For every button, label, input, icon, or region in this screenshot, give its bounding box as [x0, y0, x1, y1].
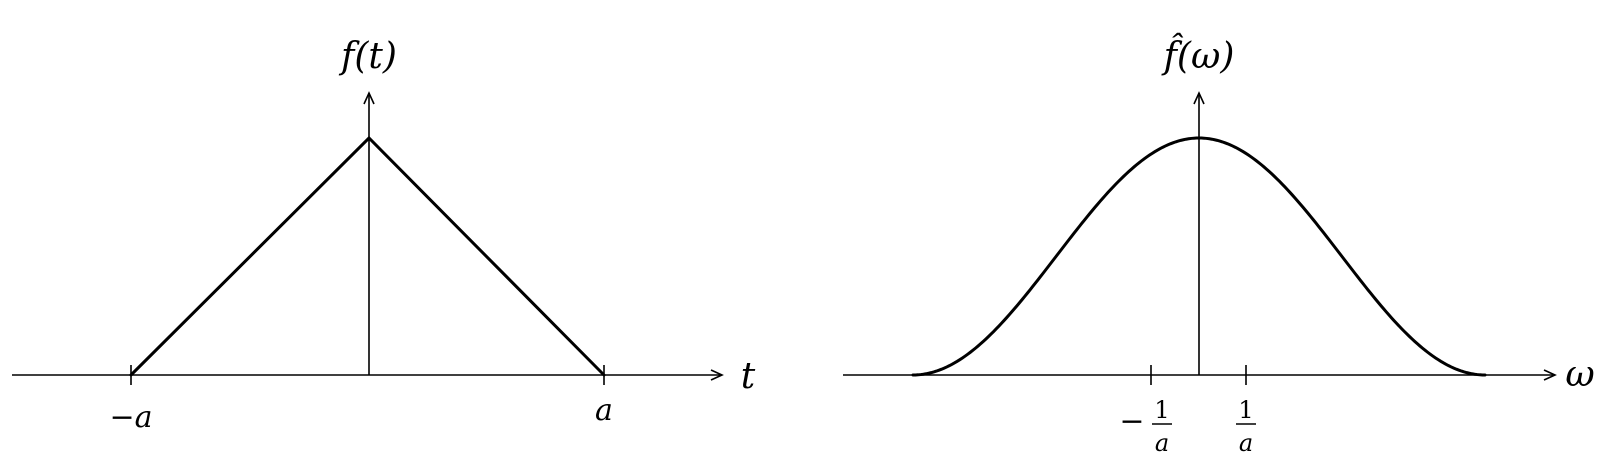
tick-numerator: 1	[1238, 396, 1253, 424]
right-x-axis-label: ω	[1565, 354, 1594, 395]
right-tick-label-minus-one-over-a: − 1 a	[1119, 396, 1172, 457]
right-y-axis-label: f̂(ω)	[1161, 33, 1235, 77]
left-x-axis-label: t	[741, 356, 756, 397]
left-y-axis-label: f(t)	[338, 36, 397, 77]
tick-sign: −	[1119, 404, 1144, 439]
left-tick-label-a: a	[595, 393, 613, 428]
fourier-transform-curve	[911, 136, 1487, 377]
right-tick-label-one-over-a: 1 a	[1236, 396, 1256, 457]
tick-denominator: a	[1155, 429, 1169, 457]
left-tick-label-minus-a: −a	[109, 400, 152, 435]
tick-numerator: 1	[1154, 396, 1169, 424]
tick-denominator: a	[1239, 429, 1253, 457]
triangle-function-curve	[129, 135, 606, 377]
right-plot: f̂(ω) ω − 1 a 1 a	[843, 33, 1595, 457]
left-plot: f(t) t −a a	[12, 36, 756, 435]
